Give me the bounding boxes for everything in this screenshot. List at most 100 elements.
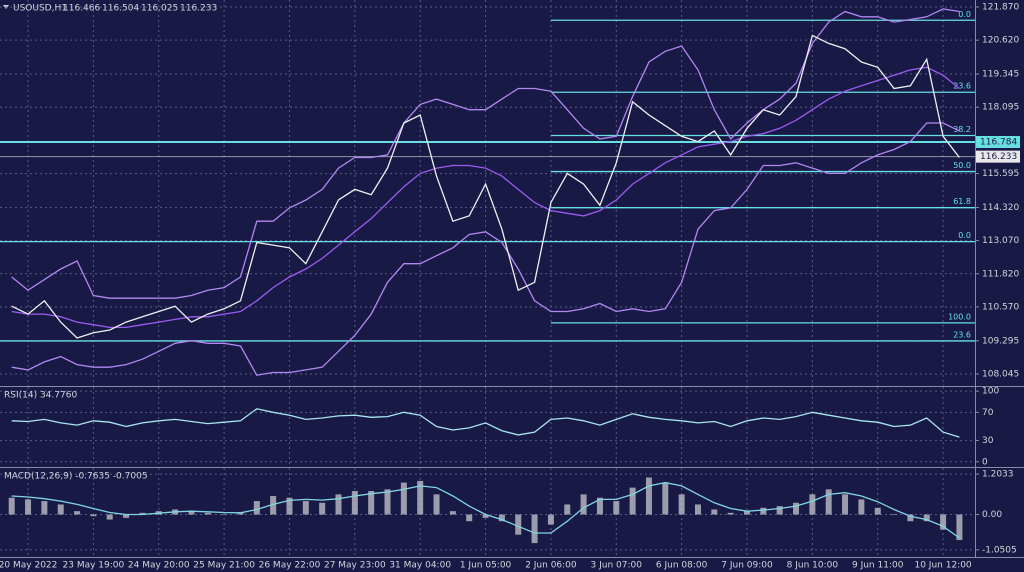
y-tick-label: 114.320 [982,203,1019,213]
x-tick-label: 7 Jun 09:00 [721,561,773,571]
series-line [11,8,960,299]
histogram-bar [547,514,554,525]
price-box [976,136,1020,149]
y-tick-label: 108.045 [982,369,1019,379]
histogram-bar [793,502,800,515]
histogram-bar [531,514,538,544]
histogram-bar [139,512,146,515]
y-tick-label: 121.870 [982,3,1019,13]
fib-label: 50.0 [953,161,971,170]
y-tick-label: 109.295 [982,336,1019,346]
histogram-bar [727,512,734,515]
histogram-bar [57,504,64,515]
y-tick-label: 100 [982,387,999,397]
histogram-bar [694,504,701,515]
quote-value: 116.504 [102,4,139,14]
histogram-bar [319,502,326,515]
histogram-bar [90,514,97,517]
histogram-bar [482,514,489,518]
panel-title: MACD(12,26,9) -0.7635 -0.7005 [4,472,148,482]
histogram-bar [645,477,652,515]
histogram-bar [629,487,636,515]
histogram-bar [776,506,783,515]
histogram-bar [923,514,930,522]
histogram-bar [302,501,309,515]
histogram-bar [384,489,391,515]
x-tick-label: 31 May 04:00 [389,561,451,571]
histogram-bar [662,482,669,515]
histogram-bar [940,514,947,530]
y-tick-label: -1.0505 [982,545,1017,555]
histogram-bar [809,494,816,515]
series-line [11,34,960,339]
price-box [976,150,1020,163]
histogram-bar [417,480,424,515]
fib-label: 0.0 [958,231,971,240]
x-tick-label: 6 Jun 08:00 [656,561,708,571]
histogram-bar [466,514,473,522]
histogram-bar [237,512,244,515]
price-label: 116.784 [980,138,1017,148]
y-tick-label: 0 [982,457,988,467]
histogram-bar [368,490,375,515]
x-tick-label: 9 Jun 11:00 [852,561,904,571]
histogram-bar [825,489,832,515]
fib-label: 100.0 [948,312,971,321]
histogram-bar [891,514,898,516]
y-tick-label: 111.820 [982,269,1019,279]
x-tick-label: 10 Jun 12:00 [914,561,971,571]
x-tick-label: 1 Jun 05:00 [460,561,512,571]
histogram-bar [41,501,48,515]
fib-label: 38.2 [953,125,971,134]
histogram-bar [744,511,750,515]
histogram-bar [564,504,571,515]
y-tick-label: 119.345 [982,70,1019,80]
histogram-bar [711,509,718,515]
quote-value: 116.025 [141,4,178,14]
price-label: 116.233 [980,152,1017,162]
y-tick-label: 1.2033 [982,470,1014,480]
histogram-bar [907,514,914,522]
x-tick-label: 23 May 19:00 [63,561,125,571]
fib-label: 23.6 [953,82,971,91]
x-tick-label: 24 May 20:00 [128,561,190,571]
x-tick-label: 20 May 2022 [0,561,57,571]
panel-title: RSI(14) 34.7760 [4,391,77,401]
histogram-bar [204,512,211,515]
histogram-bar [221,514,228,516]
histogram-bar [580,494,587,515]
series-line [11,66,960,329]
y-tick-label: 30 [982,436,994,446]
histogram-bar [335,494,342,515]
histogram-bar [613,501,620,515]
y-tick-label: 110.570 [982,302,1019,312]
histogram-bar [515,514,522,535]
fib-label: 61.8 [953,197,971,206]
histogram-bar [106,514,113,520]
histogram-bar [874,507,881,515]
histogram-bar [123,514,130,518]
x-tick-label: 3 Jun 07:00 [591,561,643,571]
histogram-bar [596,497,603,515]
histogram-bar [449,511,456,515]
chart-title: USOUSD,H1 [13,4,67,14]
y-tick-label: 115.595 [982,169,1019,179]
histogram-bar [858,499,865,515]
series-line [11,481,960,539]
histogram-bar [956,514,963,541]
series-line [11,408,960,438]
histogram-bar [351,490,358,515]
histogram-bar [760,507,767,515]
histogram-bar [188,511,195,515]
fib-label: 0.0 [958,10,971,19]
histogram-bar [25,499,32,515]
series-line [11,122,960,376]
quote-value: 116.233 [180,4,217,14]
y-tick-label: 120.620 [982,36,1019,46]
quote-value: 116.466 [63,4,100,14]
fib-label: 23.6 [953,330,971,339]
histogram-bar [74,511,81,515]
histogram-bar [498,514,505,522]
